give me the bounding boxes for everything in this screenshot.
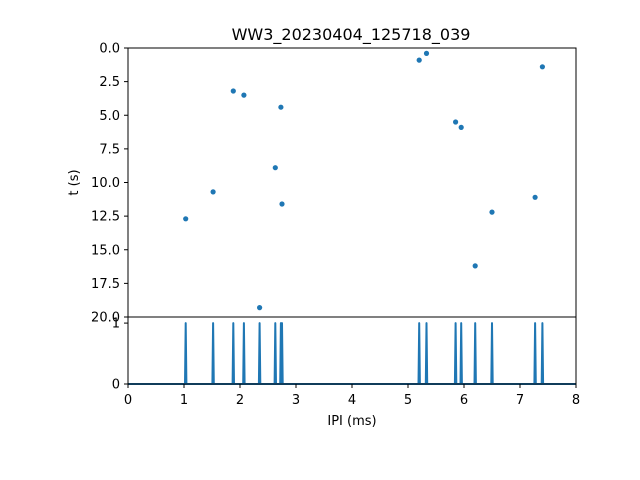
scatter-y-tick-label: 20.0 <box>91 311 120 326</box>
scatter-y-tick-label: 17.5 <box>91 277 120 292</box>
scatter-point <box>458 124 464 130</box>
scatter-y-tick-label: 5.0 <box>99 109 120 124</box>
ipi-x-tick-label: 6 <box>460 393 468 408</box>
scatter-y-tick-label: 15.0 <box>91 243 120 258</box>
ipi-x-tick-label: 0 <box>124 393 132 408</box>
ipi-x-ticks: 0 1 2 3 4 5 6 7 8 <box>124 384 580 408</box>
ipi-x-tick-label: 7 <box>516 393 524 408</box>
ipi-x-tick-label: 4 <box>348 393 356 408</box>
scatter-point <box>539 64 546 70</box>
ipi-y-tick-label: 1 <box>112 317 120 332</box>
ipi-x-tick-label: 2 <box>236 393 244 408</box>
scatter-point <box>241 92 247 98</box>
ipi-plot-frame <box>127 316 577 385</box>
scatter-point <box>272 165 278 171</box>
scatter-point <box>279 201 285 207</box>
scatter-point <box>230 88 236 94</box>
scatter-y-tick-label: 10.0 <box>91 176 120 191</box>
scatter-y-tick-label: 0.0 <box>99 42 120 57</box>
scatter-y-ticks: 0.0 2.5 5.0 7.5 10.0 12.5 15.0 17.5 20.0 <box>91 42 128 326</box>
ipi-x-tick-label: 3 <box>292 393 300 408</box>
scatter-point <box>472 263 478 269</box>
scatter-plot: 0.0 2.5 5.0 7.5 10.0 12.5 15.0 17.5 20.0 t (s) <box>67 42 577 326</box>
scatter-point <box>278 104 284 110</box>
scatter-point <box>489 209 495 215</box>
ipi-x-tick-label: 5 <box>404 393 412 408</box>
chart-title: WW3_20230404_125718_039 <box>232 25 471 45</box>
scatter-point <box>423 50 430 57</box>
ipi-x-axis-label: IPI (ms) <box>327 414 376 429</box>
ipi-x-tick-label: 1 <box>180 393 188 408</box>
scatter-point <box>453 119 459 125</box>
scatter-point <box>210 189 216 195</box>
scatter-y-tick-label: 2.5 <box>99 75 120 90</box>
scatter-point <box>532 194 538 200</box>
ipi-y-tick-label: 0 <box>112 378 120 393</box>
ipi-y-ticks: 01 <box>112 317 128 393</box>
scatter-y-axis-label: t (s) <box>67 169 82 195</box>
scatter-point <box>416 57 422 63</box>
scatter-y-tick-label: 12.5 <box>91 210 120 225</box>
scatter-y-tick-label: 7.5 <box>99 142 120 157</box>
scatter-point <box>257 305 263 311</box>
scatter-points <box>183 50 546 311</box>
scatter-point <box>183 216 189 222</box>
ipi-x-tick-label: 8 <box>572 393 580 408</box>
